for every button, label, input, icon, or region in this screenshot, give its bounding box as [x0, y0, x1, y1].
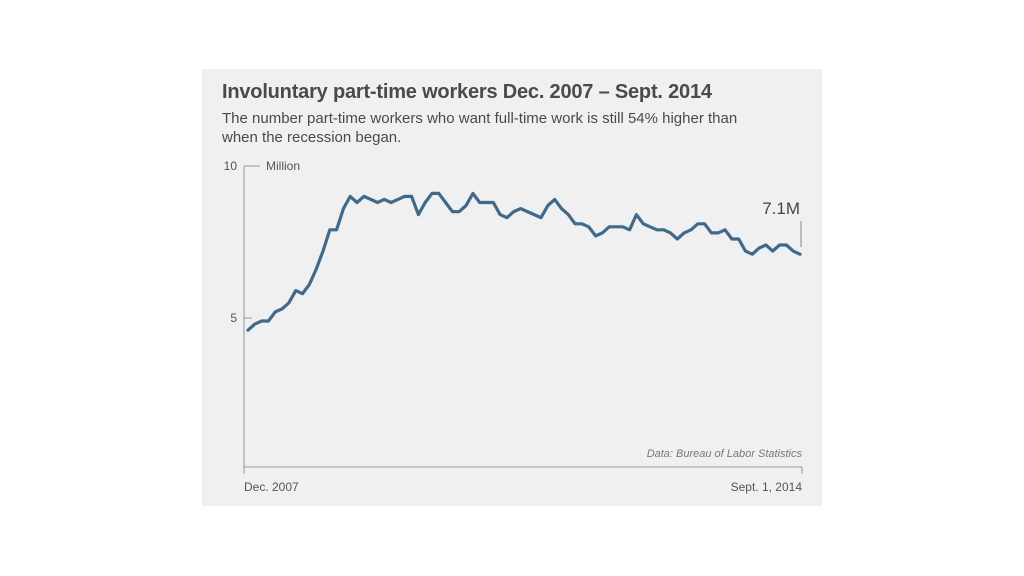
data-point — [628, 228, 631, 231]
data-point — [662, 228, 665, 231]
data-point — [274, 310, 277, 314]
data-point — [417, 213, 420, 216]
y-tick-label-10: 10 — [224, 159, 238, 173]
source-note: Data: Bureau of Labor Statistics — [647, 448, 803, 460]
data-point — [403, 195, 406, 198]
data-point — [410, 195, 413, 198]
data-point — [498, 213, 502, 216]
y-axis-unit-label: Million — [266, 159, 300, 173]
data-point — [792, 249, 795, 253]
data-point — [519, 207, 522, 210]
data-point — [526, 210, 529, 213]
data-point — [301, 292, 304, 295]
data-point — [744, 249, 747, 253]
data-point — [512, 210, 515, 213]
data-point — [533, 213, 536, 216]
data-point — [594, 234, 597, 238]
data-point — [601, 231, 604, 235]
data-point — [464, 204, 468, 207]
chart-subtitle: The number part-time workers who want fu… — [222, 110, 738, 146]
data-point — [478, 201, 481, 204]
data-point — [471, 192, 475, 195]
data-point — [253, 322, 256, 326]
data-point — [676, 237, 679, 241]
data-point — [723, 228, 727, 231]
line-chart: 10 5 Million Dec. 2007 Sept. 1, 2014 Dat… — [224, 159, 803, 494]
data-point — [580, 222, 584, 225]
data-point — [546, 204, 550, 207]
data-point — [560, 207, 563, 210]
data-point — [567, 213, 570, 216]
data-point — [308, 283, 311, 286]
data-point — [710, 231, 713, 235]
data-point — [737, 237, 740, 241]
data-point — [485, 201, 488, 204]
data-point — [608, 225, 611, 228]
data-point — [655, 228, 659, 231]
data-point — [689, 228, 693, 231]
data-point — [717, 231, 720, 235]
last-value-label: 7.1M — [762, 199, 800, 218]
data-point — [362, 195, 366, 198]
data-point — [342, 207, 345, 210]
data-point — [383, 198, 386, 201]
data-point — [778, 243, 781, 247]
data-point — [294, 289, 297, 292]
data-point — [444, 201, 447, 204]
data-point — [437, 192, 440, 195]
data-point — [430, 192, 434, 195]
data-point — [389, 201, 393, 204]
data-point — [458, 210, 461, 213]
data-point — [587, 225, 590, 228]
data-point — [642, 222, 645, 225]
data-point — [764, 243, 768, 247]
data-point — [648, 225, 652, 228]
data-point — [424, 201, 427, 204]
chart-card: Involuntary part-time workers Dec. 2007 … — [202, 69, 822, 506]
data-point — [314, 268, 318, 271]
data-point — [328, 228, 331, 231]
data-point — [757, 246, 761, 250]
data-point — [287, 301, 291, 304]
data-point — [553, 198, 556, 201]
data-point — [396, 198, 400, 201]
data-point — [696, 222, 699, 225]
x-tick-label-start: Dec. 2007 — [244, 480, 299, 494]
data-point — [785, 243, 788, 247]
data-point — [771, 249, 774, 253]
data-point — [505, 216, 509, 219]
data-point — [492, 201, 495, 204]
data-points — [246, 192, 802, 332]
data-point — [621, 225, 624, 228]
data-point — [682, 231, 686, 235]
data-point — [635, 213, 638, 216]
data-point — [260, 319, 263, 323]
data-point — [614, 225, 618, 228]
y-tick-label-5: 5 — [230, 311, 237, 325]
data-point — [355, 201, 359, 204]
data-point — [376, 201, 379, 204]
data-point — [280, 307, 284, 311]
data-point — [451, 210, 454, 213]
data-point — [751, 253, 754, 256]
data-point — [369, 198, 372, 201]
data-point — [321, 249, 325, 253]
data-point — [539, 216, 543, 219]
data-point — [246, 329, 250, 332]
data-point — [349, 195, 352, 198]
chart-title: Involuntary part-time workers Dec. 2007 … — [222, 81, 712, 103]
data-point — [703, 222, 706, 225]
data-point — [798, 253, 802, 256]
data-point — [730, 237, 734, 241]
x-tick-label-end: Sept. 1, 2014 — [731, 480, 803, 494]
series-line — [246, 191, 802, 332]
data-point — [669, 231, 672, 235]
data-point — [335, 228, 338, 231]
data-point — [267, 319, 270, 323]
data-point — [573, 222, 577, 225]
